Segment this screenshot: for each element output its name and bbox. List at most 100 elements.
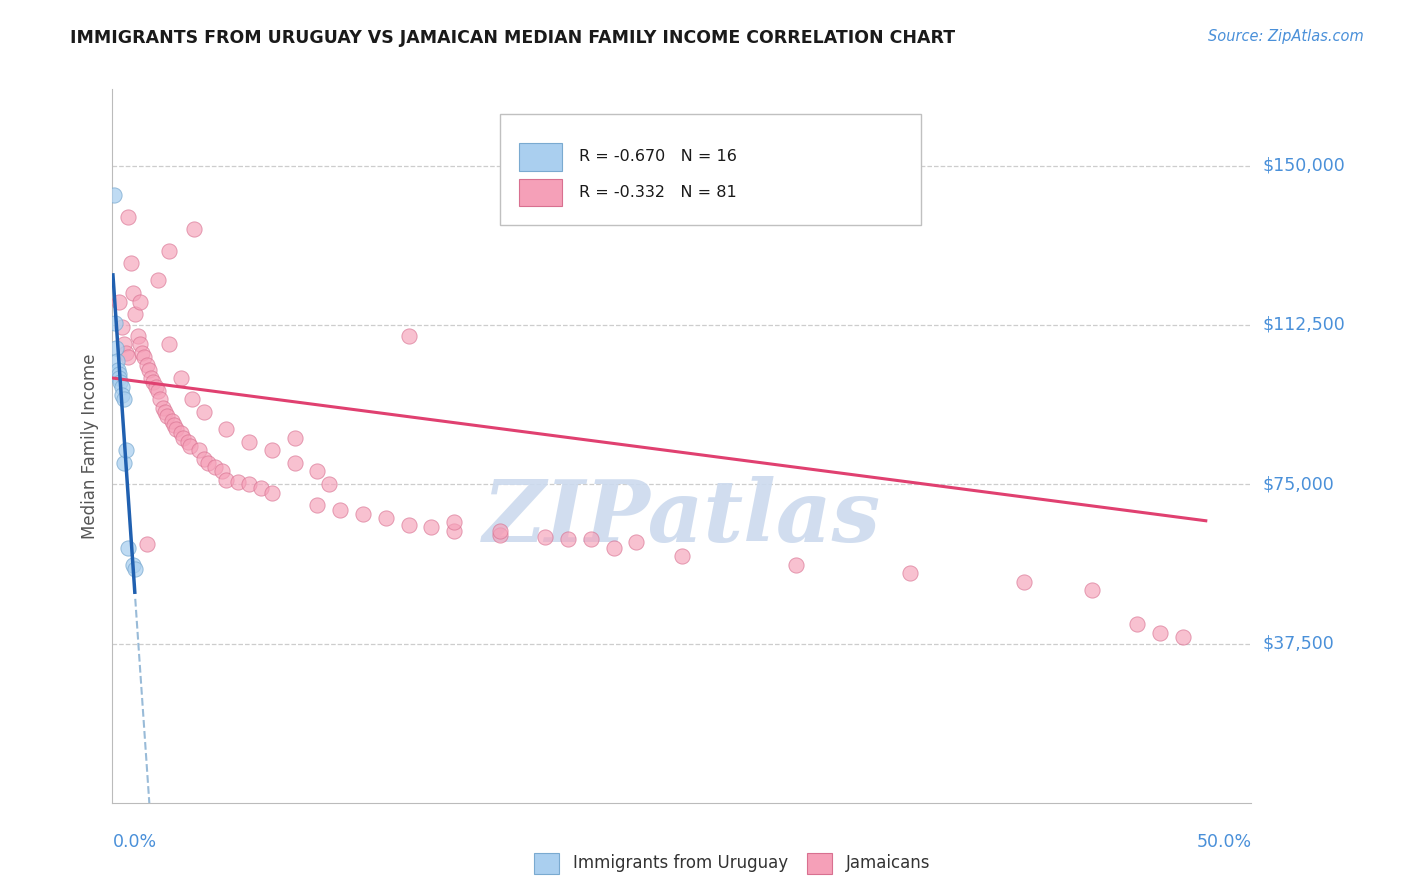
- Point: [149, 392, 172, 407]
- FancyBboxPatch shape: [499, 114, 921, 225]
- Point: [1012, 574, 1035, 589]
- Point: [284, 456, 307, 470]
- Point: [124, 562, 146, 576]
- Point: [105, 354, 128, 368]
- Point: [152, 401, 174, 415]
- Point: [602, 541, 624, 555]
- Bar: [519, 144, 562, 170]
- Point: [193, 451, 215, 466]
- Point: [179, 439, 201, 453]
- Point: [104, 316, 127, 330]
- Bar: [534, 853, 560, 874]
- Point: [110, 376, 132, 390]
- Point: [107, 362, 129, 376]
- Point: [135, 537, 157, 551]
- Point: [318, 477, 340, 491]
- Point: [329, 502, 352, 516]
- Point: [134, 350, 156, 364]
- Point: [188, 443, 211, 458]
- Point: [108, 367, 131, 381]
- Text: Source: ZipAtlas.com: Source: ZipAtlas.com: [1208, 29, 1364, 44]
- Point: [420, 519, 443, 533]
- Point: [135, 359, 157, 373]
- Point: [163, 417, 186, 432]
- Text: 0.0%: 0.0%: [112, 833, 156, 851]
- Point: [138, 362, 160, 376]
- Text: R = -0.670   N = 16: R = -0.670 N = 16: [579, 150, 737, 164]
- Text: $150,000: $150,000: [1263, 157, 1346, 175]
- Point: [128, 294, 150, 309]
- Point: [238, 434, 260, 449]
- Text: R = -0.332   N = 81: R = -0.332 N = 81: [579, 186, 737, 200]
- Point: [557, 533, 579, 547]
- Point: [238, 477, 260, 491]
- Point: [204, 460, 226, 475]
- Point: [146, 273, 169, 287]
- Point: [534, 530, 557, 544]
- Point: [215, 473, 238, 487]
- Point: [1149, 626, 1171, 640]
- Point: [112, 337, 135, 351]
- Point: [115, 345, 138, 359]
- Point: [443, 516, 465, 530]
- Point: [176, 434, 198, 449]
- Point: [181, 392, 204, 407]
- Point: [898, 566, 921, 581]
- Point: [108, 371, 131, 385]
- Point: [211, 465, 233, 479]
- Point: [785, 558, 807, 572]
- Point: [117, 210, 139, 224]
- Point: [160, 413, 183, 427]
- Point: [626, 534, 648, 549]
- Point: [117, 541, 139, 555]
- Point: [1126, 617, 1149, 632]
- Point: [284, 430, 307, 444]
- Point: [153, 405, 176, 419]
- Point: [1171, 630, 1194, 644]
- Point: [165, 422, 187, 436]
- Bar: [807, 853, 832, 874]
- Point: [131, 345, 153, 359]
- Point: [103, 188, 125, 202]
- Point: [488, 528, 510, 542]
- Point: [145, 379, 167, 393]
- Point: [127, 328, 149, 343]
- Point: [398, 517, 420, 532]
- Point: [110, 320, 132, 334]
- Point: [159, 244, 180, 258]
- Point: [159, 337, 180, 351]
- Point: [115, 443, 138, 458]
- Point: [172, 430, 194, 444]
- Point: [260, 485, 283, 500]
- Point: [170, 426, 193, 441]
- Point: [197, 456, 219, 470]
- Point: [307, 465, 329, 479]
- Text: Jamaicans: Jamaicans: [846, 855, 931, 872]
- Point: [671, 549, 693, 564]
- Point: [142, 376, 165, 390]
- Text: 50.0%: 50.0%: [1197, 833, 1251, 851]
- Point: [1081, 583, 1104, 598]
- Text: ZIPatlas: ZIPatlas: [482, 475, 882, 559]
- Point: [307, 499, 329, 513]
- Point: [156, 409, 179, 424]
- Point: [110, 388, 132, 402]
- Point: [146, 384, 169, 398]
- Text: $37,500: $37,500: [1263, 634, 1334, 653]
- Point: [579, 533, 602, 547]
- Text: $112,500: $112,500: [1263, 316, 1346, 334]
- Point: [128, 337, 150, 351]
- Point: [374, 511, 396, 525]
- Y-axis label: Median Family Income: Median Family Income: [80, 353, 98, 539]
- Point: [352, 507, 374, 521]
- Point: [226, 475, 249, 489]
- Point: [249, 482, 271, 496]
- Point: [488, 524, 510, 538]
- Point: [170, 371, 193, 385]
- Point: [117, 350, 139, 364]
- Bar: [519, 179, 562, 206]
- Point: [193, 405, 215, 419]
- Point: [183, 222, 205, 236]
- Point: [124, 307, 146, 321]
- Point: [141, 371, 163, 385]
